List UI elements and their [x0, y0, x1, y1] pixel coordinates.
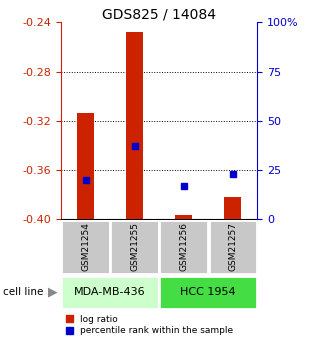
Title: GDS825 / 14084: GDS825 / 14084: [102, 7, 216, 21]
Bar: [209, 220, 257, 274]
Text: GSM21254: GSM21254: [81, 223, 90, 272]
Bar: [77, 114, 94, 219]
Bar: [224, 197, 242, 219]
Bar: [159, 220, 208, 274]
Text: MDA-MB-436: MDA-MB-436: [74, 287, 146, 297]
Text: GSM21256: GSM21256: [179, 223, 188, 272]
Bar: [175, 215, 192, 219]
Bar: [159, 276, 257, 309]
Text: ▶: ▶: [48, 286, 58, 299]
Text: GSM21255: GSM21255: [130, 223, 139, 272]
Bar: [126, 32, 143, 219]
Text: GSM21257: GSM21257: [228, 223, 237, 272]
Text: cell line: cell line: [3, 287, 44, 297]
Bar: [61, 220, 110, 274]
Bar: [110, 220, 159, 274]
Bar: [61, 276, 159, 309]
Legend: log ratio, percentile rank within the sample: log ratio, percentile rank within the sa…: [66, 315, 233, 335]
Text: HCC 1954: HCC 1954: [181, 287, 236, 297]
